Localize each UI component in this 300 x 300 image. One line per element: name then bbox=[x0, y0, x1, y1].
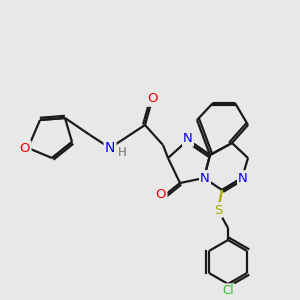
Text: N: N bbox=[105, 141, 115, 155]
Text: O: O bbox=[156, 188, 166, 202]
Text: N: N bbox=[238, 172, 248, 184]
Text: O: O bbox=[20, 142, 30, 154]
Text: N: N bbox=[200, 172, 210, 184]
Text: S: S bbox=[214, 203, 222, 217]
Text: N: N bbox=[183, 133, 193, 146]
Text: N: N bbox=[105, 141, 115, 155]
Text: N: N bbox=[183, 133, 193, 146]
Text: H: H bbox=[118, 146, 127, 158]
Text: O: O bbox=[20, 142, 30, 154]
Text: O: O bbox=[147, 92, 157, 106]
Text: O: O bbox=[147, 92, 157, 106]
Text: Cl: Cl bbox=[222, 284, 234, 298]
Text: N: N bbox=[200, 172, 210, 184]
Text: S: S bbox=[214, 203, 222, 217]
Text: N: N bbox=[200, 172, 210, 184]
Text: N: N bbox=[238, 172, 248, 184]
Text: Cl: Cl bbox=[222, 284, 234, 298]
Text: H: H bbox=[118, 146, 127, 158]
Text: O: O bbox=[156, 188, 166, 202]
